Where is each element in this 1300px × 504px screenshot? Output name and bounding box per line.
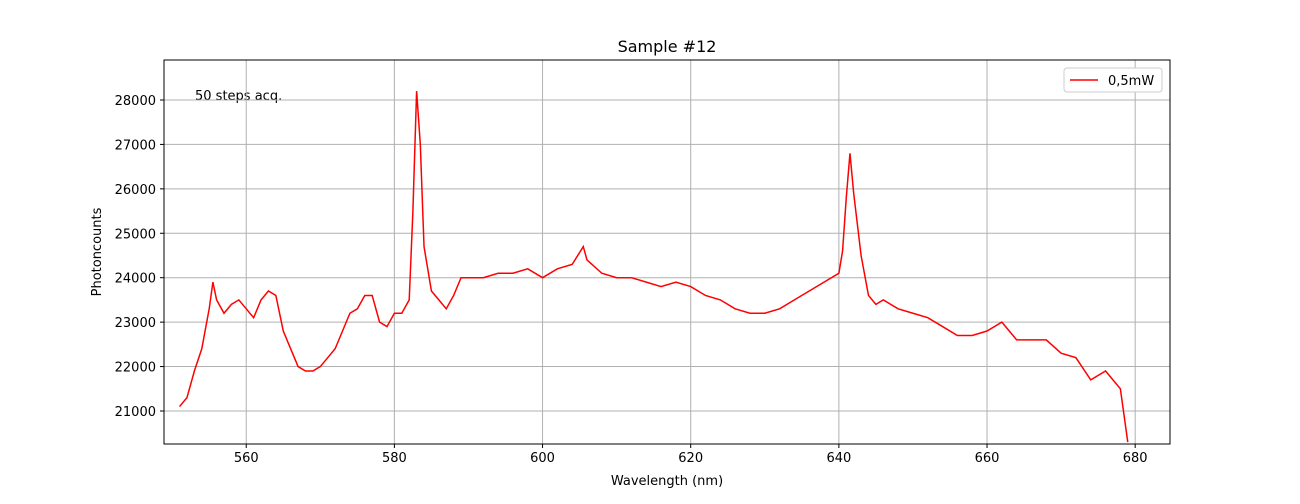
y-tick-label: 26000 <box>115 183 156 198</box>
data-line <box>178 91 1129 443</box>
x-tick-label: 680 <box>1123 451 1148 466</box>
y-tick-label: 22000 <box>115 361 156 376</box>
y-axis-label: Photoncounts <box>90 207 105 296</box>
annotation: 50 steps acq. <box>195 89 282 104</box>
y-tick-label: 25000 <box>115 227 156 242</box>
x-tick-label: 580 <box>382 451 407 466</box>
x-axis-label: Wavelength (nm) <box>611 474 723 489</box>
plot-frame <box>163 59 1171 445</box>
y-tick-label: 24000 <box>115 272 156 287</box>
legend-label: 0,5mW <box>1108 74 1154 89</box>
y-tick-label: 27000 <box>115 138 156 153</box>
x-tick-label: 660 <box>975 451 1000 466</box>
x-tick-label: 560 <box>234 451 259 466</box>
y-tick-label: 21000 <box>115 405 156 420</box>
x-tick-label: 640 <box>826 451 851 466</box>
legend-box <box>1063 67 1163 93</box>
y-tick-label: 23000 <box>115 316 156 331</box>
y-tick-label: 28000 <box>115 94 156 109</box>
x-tick-label: 620 <box>678 451 703 466</box>
chart-title: Sample #12 <box>618 37 717 56</box>
x-tick-label: 600 <box>530 451 555 466</box>
